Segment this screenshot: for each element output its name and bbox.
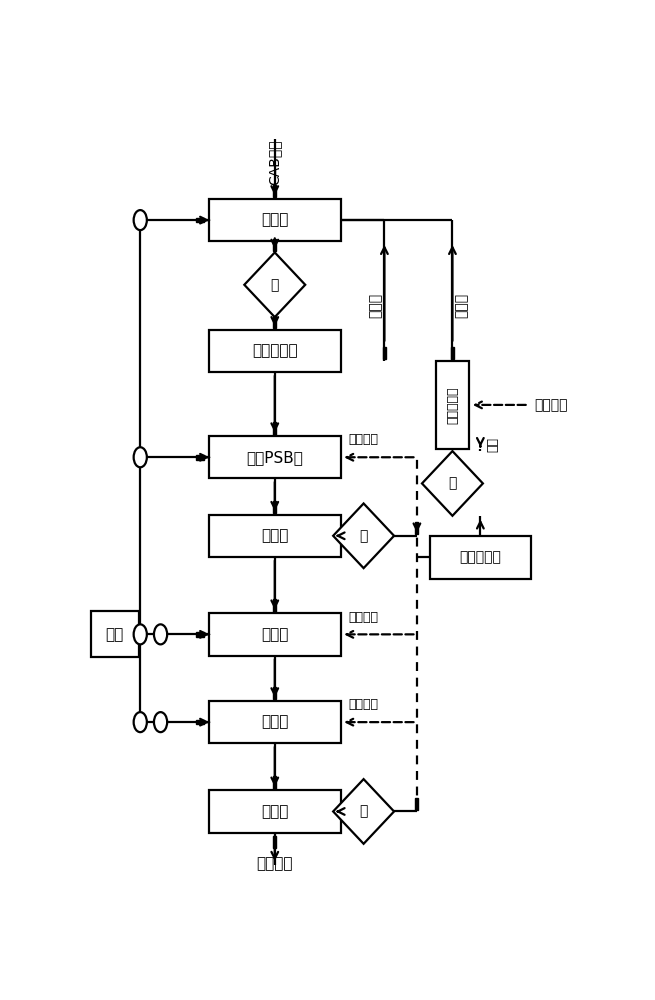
Text: 泥水: 泥水 (487, 437, 500, 452)
FancyBboxPatch shape (209, 515, 341, 557)
Polygon shape (333, 503, 394, 568)
Text: 污泥回流: 污泥回流 (348, 433, 379, 446)
Text: 泵: 泵 (448, 476, 457, 490)
Bar (273, 599, 276, 612)
Text: 达标排放: 达标排放 (257, 856, 293, 871)
FancyBboxPatch shape (209, 330, 341, 372)
Text: 污泥回流: 污泥回流 (348, 698, 379, 711)
Bar (273, 501, 276, 513)
Bar (383, 347, 386, 359)
Text: 固定PSB池: 固定PSB池 (246, 450, 303, 465)
Text: 风机: 风机 (105, 627, 124, 642)
Bar (415, 798, 419, 810)
Circle shape (134, 210, 147, 230)
Text: 泵: 泵 (360, 804, 368, 818)
Polygon shape (422, 451, 483, 516)
FancyBboxPatch shape (209, 790, 341, 833)
Polygon shape (333, 779, 394, 844)
Text: 卧螺离心机: 卧螺离心机 (446, 386, 459, 424)
Text: 好氧池: 好氧池 (261, 715, 288, 730)
Circle shape (154, 624, 167, 644)
Circle shape (134, 624, 147, 644)
Bar (196, 632, 204, 637)
Bar (273, 687, 276, 699)
Text: 卷板换热器: 卷板换热器 (252, 344, 297, 359)
Bar (196, 720, 204, 724)
FancyBboxPatch shape (91, 611, 139, 657)
FancyBboxPatch shape (209, 613, 341, 656)
Text: 污泥浓缩池: 污泥浓缩池 (459, 550, 501, 564)
FancyBboxPatch shape (436, 361, 469, 449)
FancyBboxPatch shape (430, 536, 531, 579)
Text: 调节池: 调节池 (261, 213, 288, 228)
Text: 一沉池: 一沉池 (261, 528, 288, 543)
Text: 上清液: 上清液 (368, 293, 383, 318)
Circle shape (154, 712, 167, 732)
Text: 污泥外运: 污泥外运 (534, 398, 568, 412)
Text: 缺氧池: 缺氧池 (261, 627, 288, 642)
Circle shape (134, 712, 147, 732)
FancyBboxPatch shape (209, 436, 341, 478)
Bar (273, 316, 276, 328)
FancyBboxPatch shape (209, 199, 341, 241)
Bar (451, 347, 454, 359)
Bar (273, 185, 276, 197)
FancyBboxPatch shape (209, 701, 341, 743)
Bar (273, 776, 276, 789)
Text: 二沉池: 二沉池 (261, 804, 288, 819)
Text: 泵: 泵 (360, 529, 368, 543)
Bar (196, 218, 204, 222)
Bar (415, 522, 419, 534)
Text: CAB废水: CAB废水 (268, 139, 282, 185)
Bar (273, 239, 276, 251)
Text: 泵: 泵 (271, 278, 279, 292)
Bar (273, 836, 276, 848)
Text: 污泥回流: 污泥回流 (348, 611, 379, 624)
Text: 滤清水: 滤清水 (455, 293, 468, 318)
Bar (273, 422, 276, 435)
Bar (196, 455, 204, 460)
Circle shape (134, 447, 147, 467)
Polygon shape (244, 252, 305, 317)
